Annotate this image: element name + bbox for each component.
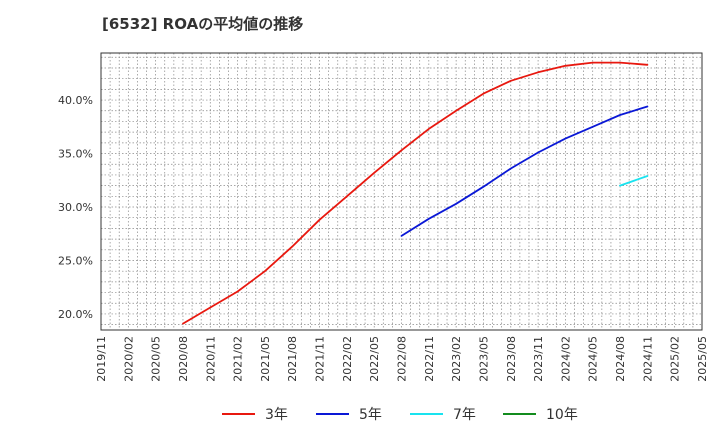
y-tick-label: 20.0% bbox=[58, 308, 93, 321]
y-tick-label: 35.0% bbox=[58, 148, 93, 161]
x-tick-label: 2025/05 bbox=[696, 336, 709, 382]
series-line-3年 bbox=[182, 61, 649, 325]
x-tick-label: 2021/02 bbox=[232, 336, 245, 382]
x-tick-label: 2025/02 bbox=[669, 336, 682, 382]
x-tick-label: 2021/11 bbox=[314, 336, 327, 382]
series-line-5年 bbox=[400, 105, 649, 237]
chart-title: [6532] ROAの平均値の推移 bbox=[102, 15, 304, 33]
y-tick-label: 30.0% bbox=[58, 201, 93, 214]
x-tick-label: 2021/05 bbox=[259, 336, 272, 382]
y-tick-label: 40.0% bbox=[58, 94, 93, 107]
legend-label: 3年 bbox=[265, 407, 288, 423]
x-tick-label: 2020/08 bbox=[177, 336, 190, 382]
legend-label: 10年 bbox=[546, 407, 578, 423]
x-tick-label: 2023/11 bbox=[532, 336, 545, 382]
x-tick-label: 2021/08 bbox=[286, 336, 299, 382]
series-line-7年 bbox=[619, 175, 649, 187]
legend-label: 7年 bbox=[453, 407, 476, 423]
legend-label: 5年 bbox=[359, 407, 382, 423]
x-tick-label: 2020/02 bbox=[122, 336, 135, 382]
x-tick-label: 2023/08 bbox=[505, 336, 518, 382]
x-tick-label: 2024/05 bbox=[587, 336, 600, 382]
x-tick-label: 2022/05 bbox=[368, 336, 381, 382]
x-tick-label: 2024/08 bbox=[614, 336, 627, 382]
x-tick-label: 2022/02 bbox=[341, 336, 354, 382]
x-tick-label: 2020/05 bbox=[150, 336, 163, 382]
y-tick-label: 25.0% bbox=[58, 254, 93, 267]
plot-frame bbox=[100, 52, 703, 331]
x-tick-label: 2023/02 bbox=[450, 336, 463, 382]
x-tick-label: 2024/11 bbox=[641, 336, 654, 382]
x-tick-label: 2020/11 bbox=[204, 336, 217, 382]
x-tick-label: 2022/11 bbox=[423, 336, 436, 382]
x-tick-label: 2024/02 bbox=[559, 336, 572, 382]
x-tick-label: 2023/05 bbox=[477, 336, 490, 382]
x-tick-label: 2019/11 bbox=[95, 336, 108, 382]
x-tick-label: 2022/08 bbox=[396, 336, 409, 382]
